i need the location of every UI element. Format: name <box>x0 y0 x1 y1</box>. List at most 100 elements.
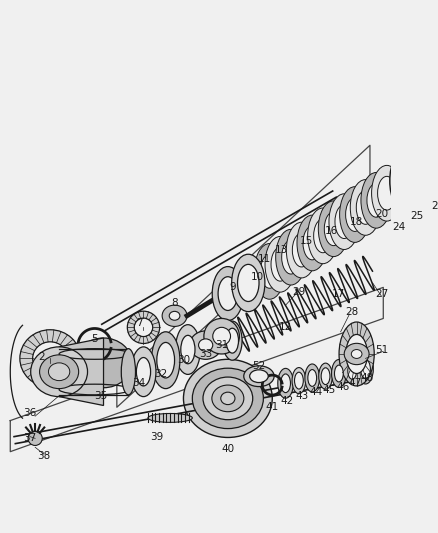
Ellipse shape <box>189 331 221 359</box>
Text: 30: 30 <box>177 355 190 365</box>
Ellipse shape <box>318 201 348 256</box>
Text: 41: 41 <box>265 402 278 412</box>
Ellipse shape <box>334 365 343 382</box>
Text: 20: 20 <box>374 208 387 219</box>
Ellipse shape <box>212 385 243 411</box>
Ellipse shape <box>270 247 289 281</box>
Text: 29: 29 <box>292 287 305 297</box>
Ellipse shape <box>192 368 263 429</box>
Text: 13: 13 <box>274 245 287 255</box>
Ellipse shape <box>286 222 316 278</box>
Text: 25: 25 <box>410 211 423 221</box>
Ellipse shape <box>313 219 332 253</box>
Ellipse shape <box>151 332 180 389</box>
Ellipse shape <box>20 330 81 387</box>
Ellipse shape <box>304 364 319 392</box>
Ellipse shape <box>203 318 239 354</box>
Ellipse shape <box>134 318 152 336</box>
Ellipse shape <box>307 369 316 386</box>
Ellipse shape <box>226 328 238 353</box>
Ellipse shape <box>249 370 268 383</box>
Ellipse shape <box>212 327 230 345</box>
Text: 18: 18 <box>349 216 362 227</box>
Ellipse shape <box>39 355 78 389</box>
Ellipse shape <box>324 212 342 246</box>
Ellipse shape <box>202 377 252 419</box>
Ellipse shape <box>357 354 372 384</box>
Ellipse shape <box>430 149 438 167</box>
Text: 12: 12 <box>278 322 292 333</box>
Ellipse shape <box>345 358 358 384</box>
Ellipse shape <box>396 161 416 200</box>
Text: 35: 35 <box>94 391 107 401</box>
Ellipse shape <box>254 244 284 299</box>
Text: 52: 52 <box>252 360 265 370</box>
Text: 45: 45 <box>322 384 335 394</box>
Text: 8: 8 <box>171 298 177 309</box>
Text: 26: 26 <box>431 200 438 211</box>
Ellipse shape <box>175 325 200 374</box>
Ellipse shape <box>28 431 42 446</box>
Ellipse shape <box>318 363 332 389</box>
Ellipse shape <box>121 349 135 395</box>
Ellipse shape <box>231 254 264 312</box>
Ellipse shape <box>275 229 305 285</box>
Text: 46: 46 <box>336 382 349 392</box>
Text: 48: 48 <box>360 373 373 383</box>
Ellipse shape <box>156 342 174 378</box>
Ellipse shape <box>331 360 346 387</box>
Ellipse shape <box>360 360 370 378</box>
Ellipse shape <box>350 180 380 235</box>
Text: 16: 16 <box>325 225 338 236</box>
Text: 33: 33 <box>198 349 212 359</box>
Text: 2: 2 <box>38 352 45 362</box>
Ellipse shape <box>131 347 155 397</box>
Text: 37: 37 <box>23 433 36 443</box>
Ellipse shape <box>136 358 150 386</box>
Ellipse shape <box>377 176 395 210</box>
Text: 27: 27 <box>374 289 387 300</box>
Ellipse shape <box>343 343 368 365</box>
Ellipse shape <box>127 311 159 343</box>
Ellipse shape <box>148 414 192 422</box>
Text: 7: 7 <box>135 318 142 328</box>
Ellipse shape <box>371 165 401 221</box>
Ellipse shape <box>48 363 70 381</box>
Ellipse shape <box>260 255 278 288</box>
Ellipse shape <box>345 334 367 374</box>
Ellipse shape <box>350 350 361 358</box>
Ellipse shape <box>169 311 180 320</box>
Ellipse shape <box>321 368 329 385</box>
Ellipse shape <box>198 339 212 351</box>
Ellipse shape <box>347 362 356 379</box>
Text: 51: 51 <box>374 344 387 354</box>
Ellipse shape <box>302 226 321 260</box>
Ellipse shape <box>413 152 430 188</box>
Text: 10: 10 <box>250 272 263 282</box>
Text: 5: 5 <box>91 334 98 344</box>
Ellipse shape <box>75 338 132 387</box>
Text: 47: 47 <box>347 378 360 388</box>
Ellipse shape <box>294 372 303 389</box>
Text: 38: 38 <box>37 451 50 461</box>
Ellipse shape <box>389 149 422 213</box>
Ellipse shape <box>265 237 295 292</box>
Ellipse shape <box>162 305 187 326</box>
Ellipse shape <box>292 233 310 267</box>
Ellipse shape <box>281 240 300 274</box>
Text: 40: 40 <box>221 444 234 454</box>
Ellipse shape <box>277 368 293 398</box>
Polygon shape <box>59 338 103 406</box>
Text: 36: 36 <box>23 408 36 418</box>
Ellipse shape <box>220 392 234 405</box>
Text: 42: 42 <box>280 396 293 406</box>
Ellipse shape <box>218 277 237 310</box>
Text: 11: 11 <box>257 254 270 264</box>
Ellipse shape <box>366 183 385 217</box>
Ellipse shape <box>280 374 290 393</box>
Text: 9: 9 <box>229 282 235 293</box>
Text: 43: 43 <box>294 391 307 401</box>
Text: 28: 28 <box>345 307 358 317</box>
Ellipse shape <box>345 198 363 231</box>
Ellipse shape <box>297 215 327 271</box>
